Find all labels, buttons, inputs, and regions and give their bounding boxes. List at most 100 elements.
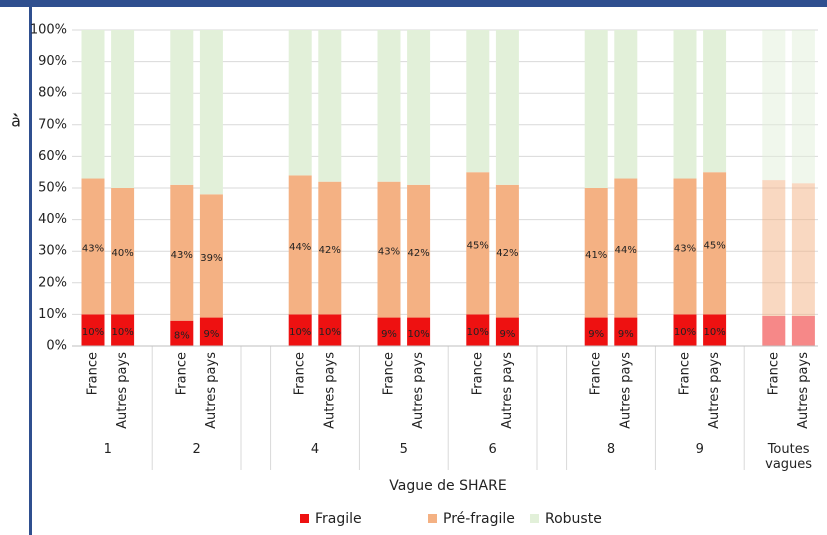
y-tick-label: 20% (38, 275, 67, 290)
y-tick-label: 70% (38, 117, 67, 132)
group-label: 9 (695, 442, 704, 457)
data-label: 45% (703, 240, 725, 251)
data-label: 40% (111, 248, 133, 259)
data-label: 43% (378, 247, 400, 258)
bar-segment (495, 317, 519, 346)
bar-segment (288, 175, 312, 315)
data-label: 10% (289, 327, 311, 338)
bar-segment (199, 194, 223, 318)
legend-swatch (530, 514, 539, 523)
data-label: 41% (585, 250, 607, 261)
bar-segment (81, 314, 105, 346)
x-axis-label: Vague de SHARE (389, 478, 506, 494)
y-tick-label: 10% (38, 307, 67, 322)
group-label: 5 (399, 442, 408, 457)
bar-segment (495, 184, 519, 318)
data-label: 9% (618, 329, 634, 340)
y-tick-label: 0% (46, 339, 67, 354)
data-label: 9% (381, 329, 397, 340)
x-tick-label: Autres pays (115, 352, 130, 429)
bar-segment (318, 181, 342, 315)
bar-segment (170, 184, 194, 321)
x-tick-label: France (766, 352, 781, 395)
x-tick-label: Autres pays (707, 352, 722, 429)
bar-segment (111, 314, 135, 346)
bar-segment (407, 30, 431, 185)
bar-segment (614, 178, 638, 318)
x-tick-label: France (86, 352, 101, 395)
bar-segment (170, 30, 194, 185)
bar-segment (318, 30, 342, 182)
data-label: 43% (674, 243, 696, 254)
data-label: 43% (82, 243, 104, 254)
bar-segment (614, 30, 638, 179)
y-tick-label: 80% (38, 86, 67, 101)
x-tick-label: Autres pays (204, 352, 219, 429)
data-label: 42% (496, 248, 518, 259)
y-tick-label: 50% (38, 181, 67, 196)
bar-segment (377, 181, 401, 318)
data-label: 9% (588, 329, 604, 340)
data-label: 10% (674, 327, 696, 338)
legend-label: Robuste (545, 511, 602, 527)
bar-segment (466, 314, 490, 346)
bar-segment (673, 314, 697, 346)
data-label: 8% (174, 330, 190, 341)
data-label: 10% (407, 329, 429, 340)
data-label: 10% (703, 327, 725, 338)
bar-segment (407, 184, 431, 318)
group-label: 2 (192, 442, 201, 457)
bar-segment (791, 315, 815, 346)
bar-segment (703, 30, 727, 173)
x-tick-label: France (382, 352, 397, 395)
y-tick-label: 40% (38, 212, 67, 227)
group-label: 4 (310, 442, 320, 457)
bar-segment (111, 188, 135, 315)
bar-segment (762, 315, 786, 346)
y-tick-label: 90% (38, 54, 67, 69)
x-tick-label: France (293, 352, 308, 395)
x-tick-label: France (678, 352, 693, 395)
bar-segment (288, 30, 312, 176)
x-tick-label: France (589, 352, 604, 395)
bar-segment (199, 317, 223, 346)
bar-segment (199, 30, 223, 195)
x-tick-label: France (470, 352, 485, 395)
bar-segment (288, 314, 312, 346)
group-label: Toutes vagues (765, 442, 813, 472)
y-tick-label: 30% (38, 244, 67, 259)
bar-segment (762, 30, 786, 181)
left-frame (29, 0, 32, 535)
x-tick-label: Autres pays (618, 352, 633, 429)
bar-segment (466, 30, 490, 173)
x-tick-label: Autres pays (500, 352, 515, 429)
bar-segment (584, 30, 608, 188)
x-tick-label: France (174, 352, 189, 395)
data-label: 9% (203, 329, 219, 340)
bar-segment (466, 172, 490, 315)
data-label: 44% (289, 242, 311, 253)
legend-swatch (428, 514, 437, 523)
data-label: 39% (200, 253, 222, 264)
data-label: 10% (111, 327, 133, 338)
bar-segment (318, 314, 342, 346)
group-label: 6 (488, 442, 497, 457)
bar-segment (407, 317, 431, 346)
bar-segment (791, 30, 815, 184)
top-frame (0, 0, 827, 7)
y-tick-label: 100% (30, 23, 67, 38)
data-label: 9% (499, 329, 515, 340)
data-label: 10% (467, 327, 489, 338)
bar-segment (584, 317, 608, 346)
bar-segment (703, 172, 727, 315)
bar-segment (673, 178, 697, 315)
bar-segment (170, 320, 194, 346)
data-label: 10% (82, 327, 104, 338)
bar-segment (673, 30, 697, 179)
group-label: 8 (606, 442, 616, 457)
x-tick-label: Autres pays (411, 352, 426, 429)
bar-segment (584, 188, 608, 318)
group-label: 1 (103, 442, 112, 457)
